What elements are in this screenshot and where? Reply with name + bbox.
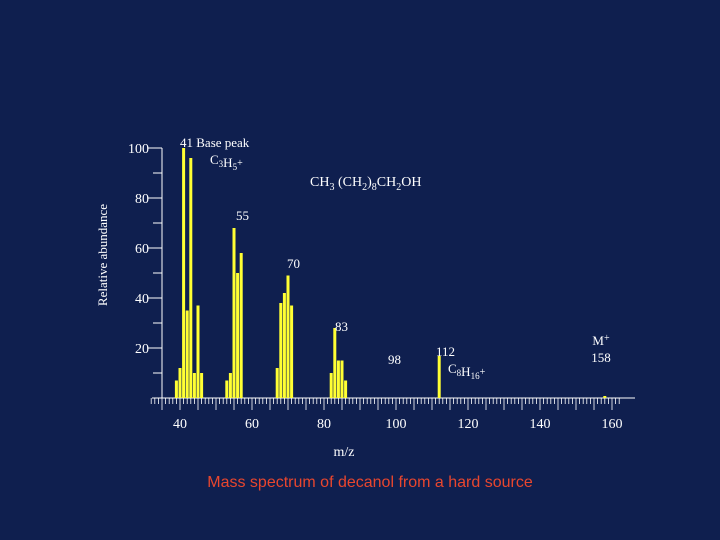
figure-caption: Mass spectrum of decanol from a hard sou… (207, 474, 533, 491)
peak-annotation-41: 41 Base peak (180, 135, 250, 150)
x-axis-ticks: 40 60 80 100 120 140 160 (150, 398, 623, 432)
y-tick-label: 60 (135, 242, 149, 257)
peak-bar-mz-67 (275, 368, 279, 398)
x-tick-label: 140 (530, 417, 551, 432)
peak-bar-mz-57 (239, 253, 243, 398)
peak-bar-mz-85 (340, 360, 344, 398)
peak-bar-mz-40 (178, 368, 182, 398)
peak-annotation-41: C3H5+ (210, 152, 243, 172)
peak-annotation-70: 70 (287, 256, 300, 271)
x-tick-label: 80 (317, 417, 331, 432)
molecule-formula: CH3 (CH2)8CH2OH (310, 175, 421, 193)
peak-bar-mz-84 (336, 360, 340, 398)
peak-annotation-55: 55 (236, 208, 249, 223)
peak-bar-mz-43 (189, 158, 193, 398)
peak-bar-mz-53 (225, 380, 229, 398)
peak-bar-mz-69 (282, 293, 286, 398)
peak-bar-mz-39 (174, 380, 178, 398)
x-tick-label: 160 (602, 417, 623, 432)
peak-bars (174, 148, 607, 398)
x-tick-label: 60 (245, 417, 259, 432)
peak-bar-mz-44 (192, 373, 196, 398)
peak-bar-mz-55 (232, 228, 236, 398)
x-tick-label: 40 (173, 417, 187, 432)
peak-bar-mz-158 (603, 396, 607, 398)
x-tick-label: 120 (458, 417, 479, 432)
peak-bar-mz-42 (185, 310, 189, 398)
peak-bar-mz-70 (286, 275, 290, 398)
y-tick-label: 80 (135, 192, 149, 207)
y-tick-label: 40 (135, 292, 149, 307)
peak-bar-mz-68 (279, 303, 283, 398)
x-axis: 40 60 80 100 120 140 160 m/z (150, 397, 635, 460)
x-axis-label: m/z (334, 445, 355, 460)
peak-annotation-83: 83 (335, 319, 348, 334)
y-axis-ticks: 20 40 60 80 100 (128, 142, 162, 374)
peak-annotations: 41 Base peak C3H5+ 55 70 83 98 112 C8H16+ M+ 158 (180, 135, 611, 381)
y-axis-label: Relative abundance (95, 204, 110, 306)
peak-annotation-112: 112 (436, 344, 455, 359)
peak-bar-mz-41 (182, 148, 186, 398)
peak-bar-mz-86 (344, 380, 348, 398)
y-axis: 20 40 60 80 100 Relative abundance (95, 142, 163, 398)
peak-bar-mz-112 (437, 355, 441, 398)
peak-bar-mz-83 (333, 328, 337, 398)
peak-bar-mz-82 (329, 373, 333, 398)
peak-bar-mz-54 (228, 373, 232, 398)
x-tick-label: 100 (386, 417, 407, 432)
peak-bar-mz-56 (236, 273, 240, 398)
peak-annotation-112: C8H16+ (448, 361, 486, 381)
peak-annotation-158: 158 (591, 350, 611, 365)
peak-annotation-158: M+ (592, 333, 610, 348)
peak-bar-mz-71 (290, 305, 294, 398)
y-tick-label: 100 (128, 142, 149, 157)
peak-annotation-98: 98 (388, 352, 401, 367)
peak-bar-mz-46 (200, 373, 204, 398)
peak-bar-mz-45 (196, 305, 200, 398)
y-tick-label: 20 (135, 342, 149, 357)
